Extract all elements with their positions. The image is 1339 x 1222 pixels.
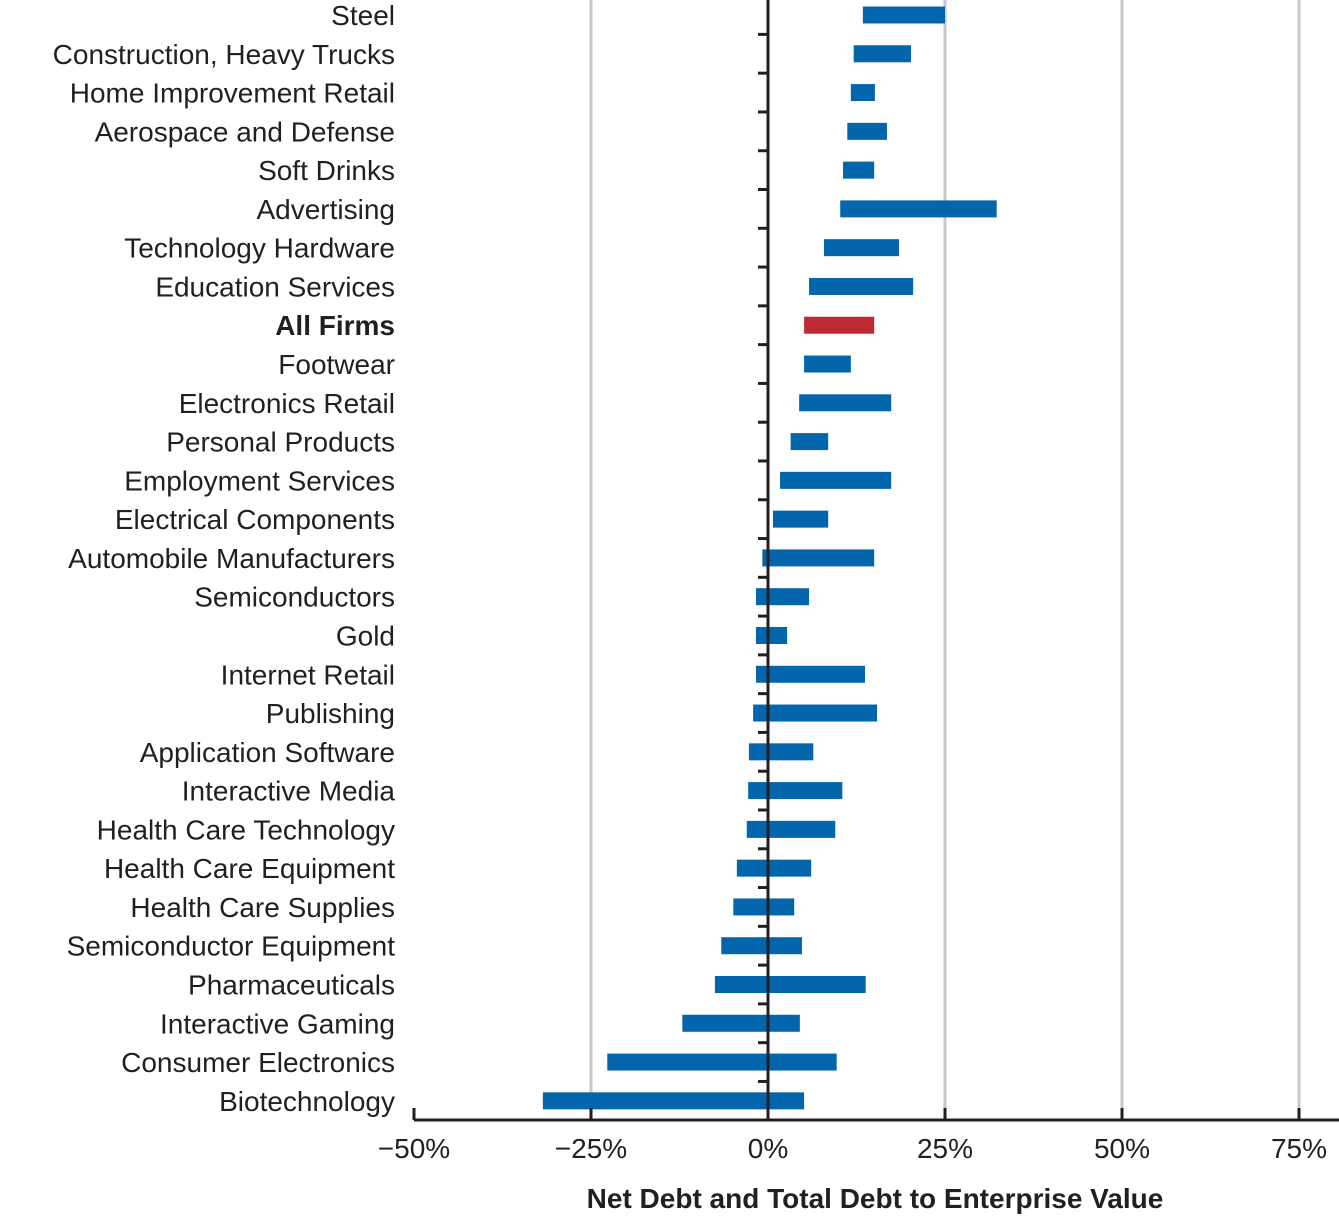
category-label: Pharmaceuticals bbox=[188, 970, 395, 1001]
bar-automobile-manufacturers bbox=[762, 549, 875, 567]
category-label: Advertising bbox=[256, 194, 395, 225]
bar-pharmaceuticals bbox=[714, 976, 866, 993]
category-label: Steel bbox=[331, 0, 395, 31]
category-label: Gold bbox=[336, 620, 395, 651]
bar-semiconductor-equipment bbox=[721, 937, 802, 955]
category-label: Internet Retail bbox=[221, 659, 395, 690]
bar-home-improvement-retail bbox=[850, 84, 875, 102]
category-label: Soft Drinks bbox=[258, 155, 395, 186]
category-label: Interactive Gaming bbox=[160, 1008, 395, 1039]
category-label: Application Software bbox=[140, 737, 395, 768]
x-tick-label: −50% bbox=[378, 1133, 450, 1164]
bar-employment-services bbox=[780, 471, 892, 489]
bar-health-care-supplies bbox=[733, 898, 795, 916]
bar-biotechnology bbox=[542, 1092, 805, 1110]
category-labels: Steel Construction, Heavy Trucks Home Impr… bbox=[53, 0, 396, 1117]
category-label: Semiconductor Equipment bbox=[67, 931, 396, 962]
bar-consumer-electronics bbox=[607, 1053, 837, 1071]
bar-gold bbox=[755, 626, 788, 644]
category-label: Aerospace and Defense bbox=[95, 116, 395, 147]
bar-electronics-retail bbox=[799, 394, 892, 412]
category-label: Health Care Supplies bbox=[130, 892, 395, 923]
x-tick-label: −25% bbox=[555, 1133, 627, 1164]
bar-semiconductors bbox=[755, 588, 810, 606]
category-label: All Firms bbox=[275, 310, 395, 341]
bar-health-care-technology bbox=[746, 820, 836, 838]
bar-internet-retail bbox=[755, 665, 865, 683]
axes bbox=[414, 0, 1339, 1122]
gridlines bbox=[589, 0, 1301, 1120]
bar-electrical-components bbox=[772, 510, 829, 528]
category-label: Consumer Electronics bbox=[121, 1047, 395, 1078]
bar-soft-drinks bbox=[843, 161, 875, 179]
x-tick-label: 50% bbox=[1094, 1133, 1150, 1164]
bar-construction-heavy-trucks bbox=[853, 45, 912, 63]
x-tick-label: 25% bbox=[917, 1133, 973, 1164]
category-label: Electrical Components bbox=[115, 504, 395, 535]
category-label: Publishing bbox=[266, 698, 395, 729]
x-tick-label: 0% bbox=[748, 1133, 788, 1164]
category-label: Footwear bbox=[278, 349, 395, 380]
category-label: Biotechnology bbox=[219, 1086, 395, 1117]
category-label: Construction, Heavy Trucks bbox=[53, 39, 395, 70]
bar-publishing bbox=[753, 704, 878, 722]
bar-technology-hardware bbox=[823, 239, 899, 257]
category-label: Electronics Retail bbox=[179, 388, 395, 419]
bar-steel bbox=[862, 6, 945, 24]
category-label: Technology Hardware bbox=[124, 233, 395, 264]
bar-all-firms bbox=[804, 316, 875, 334]
category-label: Automobile Manufacturers bbox=[68, 543, 395, 574]
category-label: Health Care Technology bbox=[97, 814, 395, 845]
x-axis-title: Net Debt and Total Debt to Enterprise Va… bbox=[587, 1183, 1164, 1214]
axis-ticks bbox=[412, 32, 1301, 1120]
bar-footwear bbox=[804, 355, 851, 373]
category-label: Semiconductors bbox=[194, 582, 395, 613]
bars bbox=[542, 6, 997, 1110]
category-label: Personal Products bbox=[166, 427, 395, 458]
category-label: Employment Services bbox=[124, 465, 395, 496]
bar-application-software bbox=[748, 743, 814, 761]
bar-education-services bbox=[809, 277, 914, 295]
category-label: Interactive Media bbox=[182, 776, 396, 807]
category-label: Health Care Equipment bbox=[104, 853, 395, 884]
bar-aerospace-and-defense bbox=[847, 122, 887, 140]
category-label: Home Improvement Retail bbox=[70, 78, 395, 109]
bar-interactive-media bbox=[748, 782, 843, 800]
bar-personal-products bbox=[790, 433, 829, 451]
x-tick-labels: −50% −25% 0% 25% 50% 75% bbox=[378, 1133, 1327, 1164]
bar-advertising bbox=[840, 200, 997, 218]
bar-interactive-gaming bbox=[682, 1014, 800, 1032]
category-label: Education Services bbox=[155, 271, 395, 302]
bar-health-care-equipment bbox=[736, 859, 812, 877]
x-tick-label: 75% bbox=[1271, 1133, 1327, 1164]
